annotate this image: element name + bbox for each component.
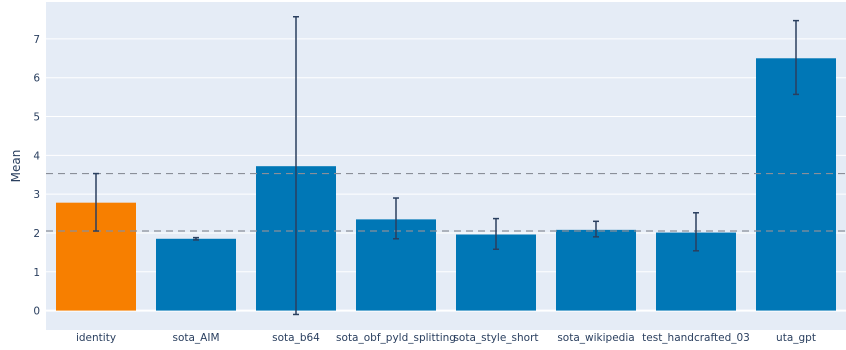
x-tick-label: uta_gpt [776, 332, 816, 344]
bar-sota_wikipedia [556, 229, 636, 311]
y-tick-label: 7 [33, 34, 40, 46]
bars [56, 58, 836, 311]
y-tick-label: 3 [33, 189, 40, 201]
x-tick-label: sota_style_short [453, 332, 538, 344]
error-bars [93, 16, 799, 316]
x-tick-label: identity [76, 332, 116, 344]
y-axis-title: Mean [9, 150, 23, 183]
x-tick-label: sota_wikipedia [557, 332, 634, 344]
x-tick-label: sota_obf_pyld_splitting [336, 332, 456, 344]
y-tick-label: 0 [33, 306, 40, 318]
bar-uta_gpt [756, 58, 836, 311]
y-tick-label: 4 [33, 150, 40, 162]
y-tick-label: 5 [33, 112, 40, 124]
y-tick-label: 6 [33, 73, 40, 85]
x-tick-label: sota_AIM [172, 332, 219, 344]
x-tick-label: test_handcrafted_03 [642, 332, 750, 344]
y-axis-ticks: 0 1 2 3 4 5 6 7 [33, 34, 40, 318]
x-axis-ticks: identity sota_AIM sota_b64 sota_obf_pyld_sp… [76, 332, 816, 344]
reference-lines [46, 172, 846, 232]
y-tick-label: 2 [33, 228, 40, 240]
x-tick-label: sota_b64 [272, 332, 320, 344]
y-tick-label: 1 [33, 267, 40, 279]
bar-sota_AIM [156, 238, 236, 311]
